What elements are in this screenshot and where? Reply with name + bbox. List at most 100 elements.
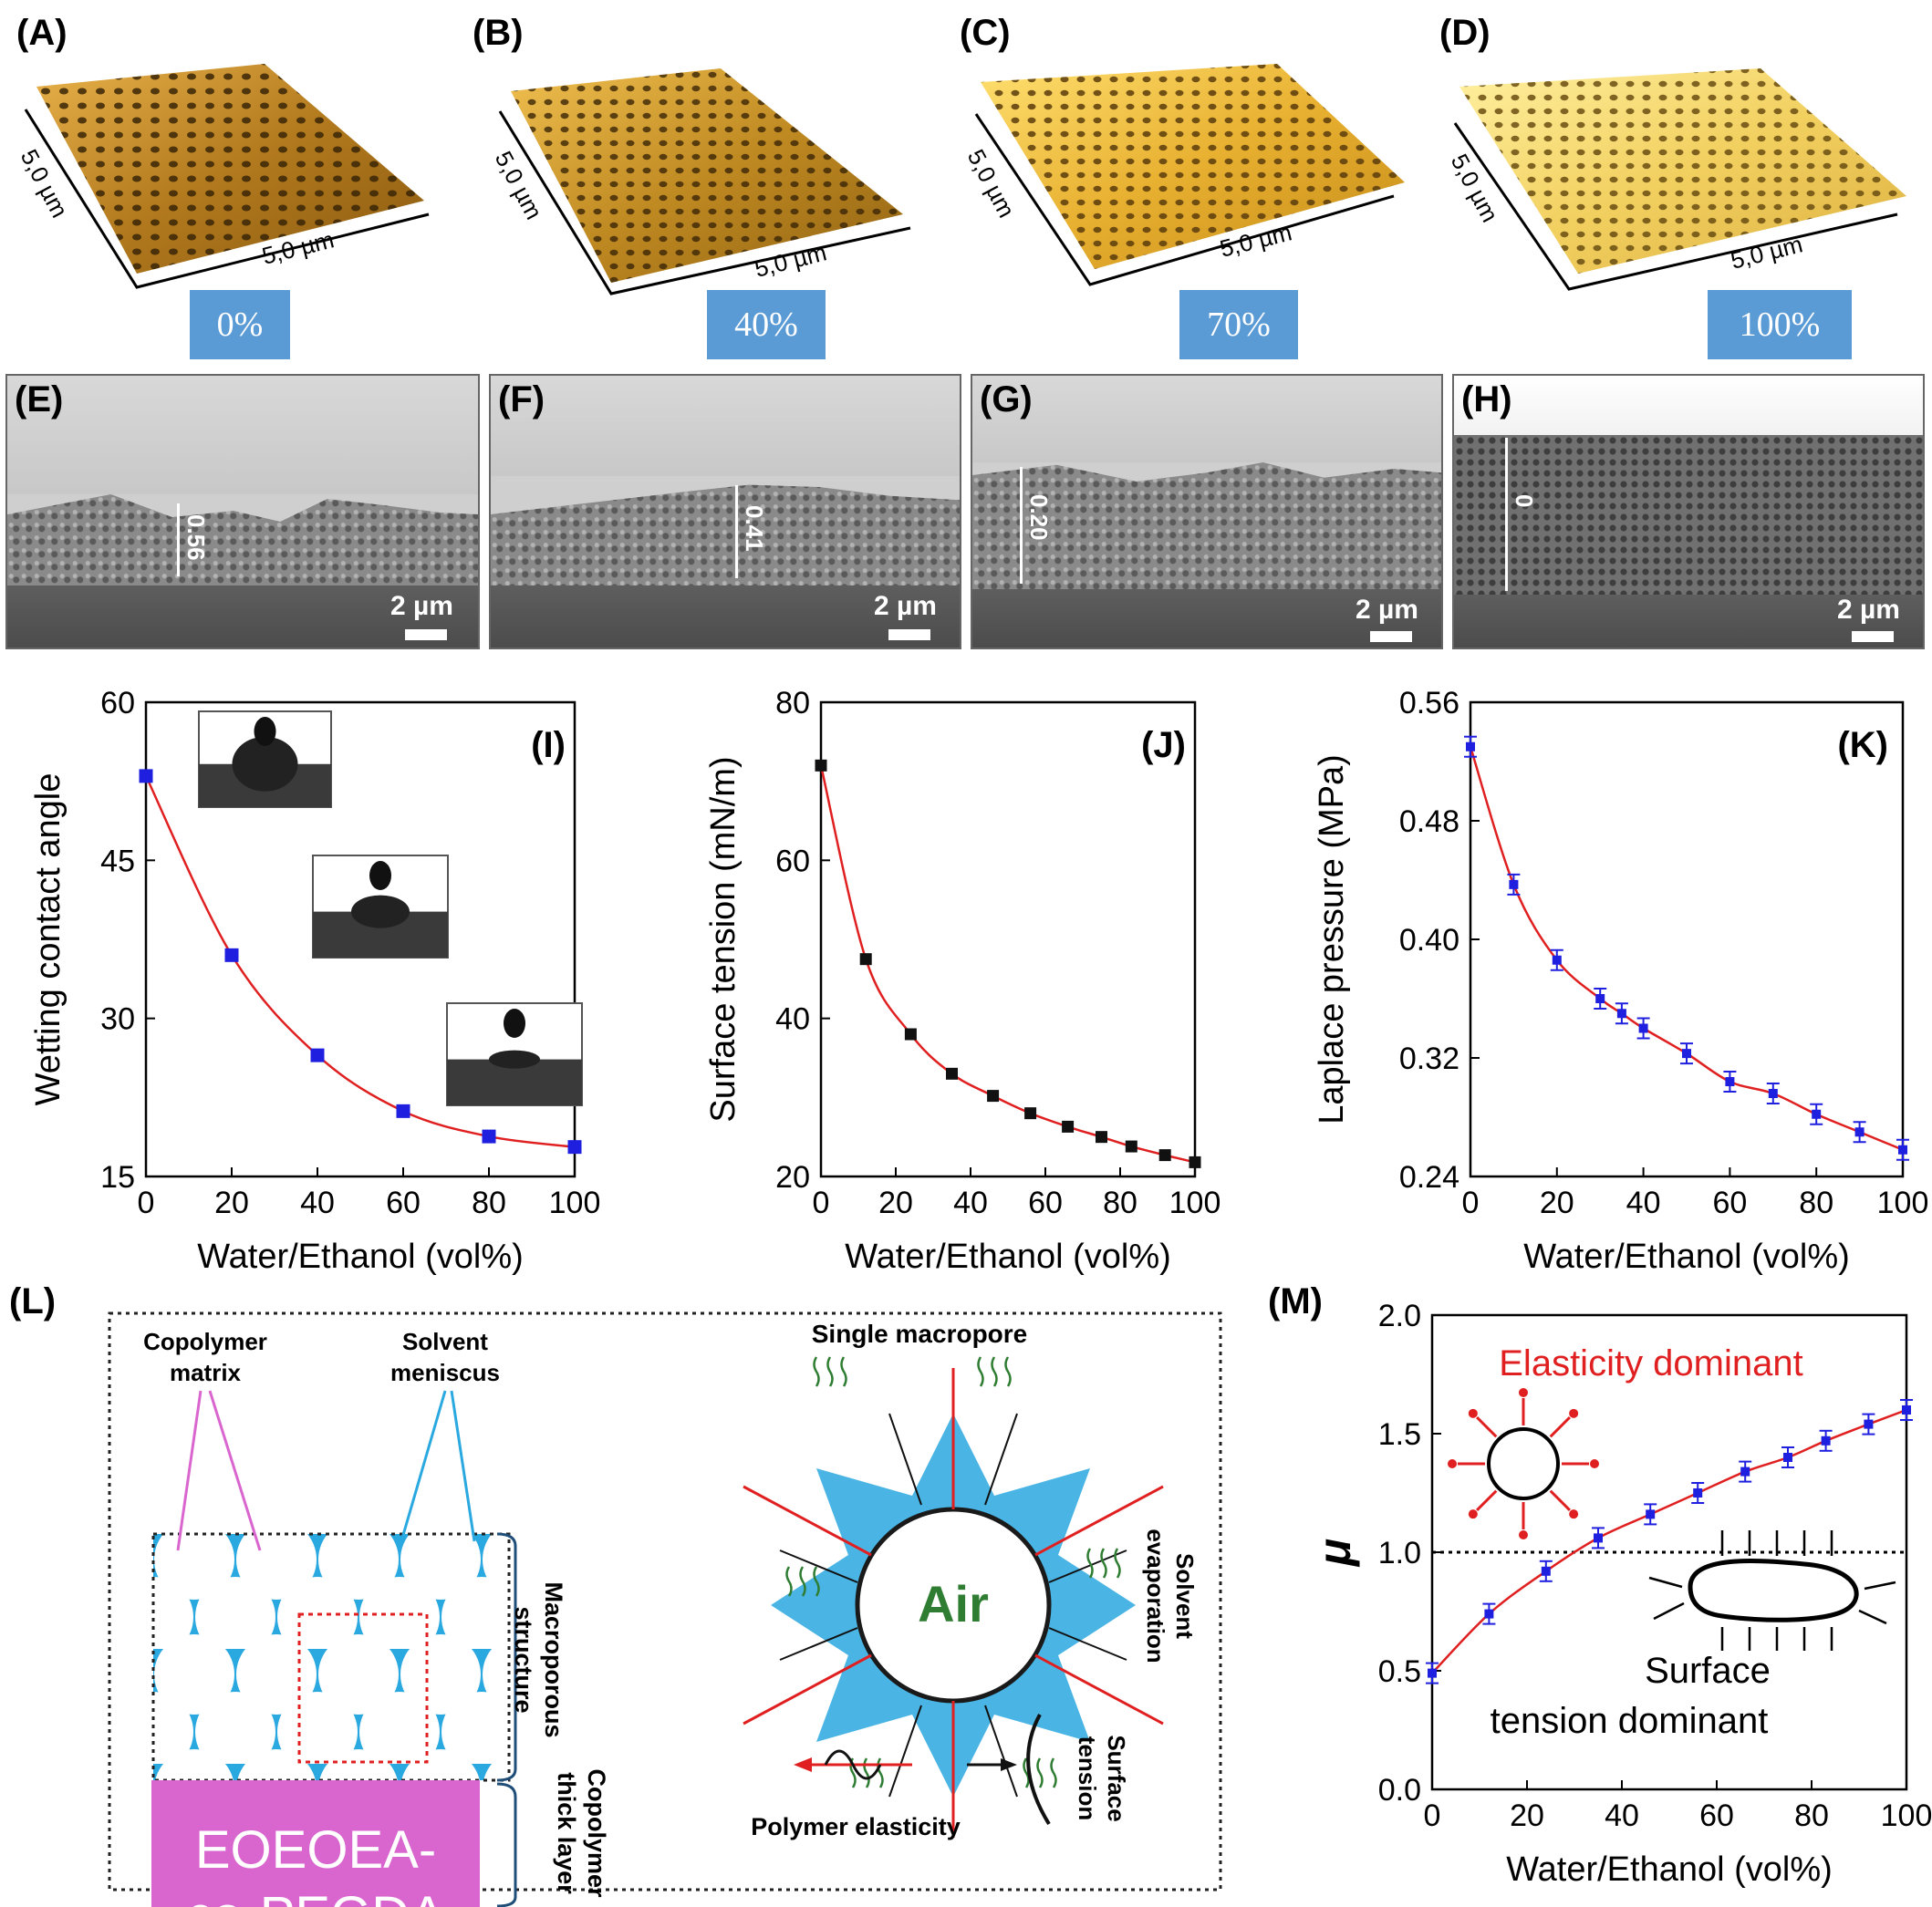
- x-tick-label: 80: [472, 1186, 506, 1220]
- x-tick-label: 80: [1103, 1186, 1137, 1220]
- y-axis-label: Surface tension (mN/m): [704, 756, 743, 1122]
- inward-arrow: [1858, 1609, 1887, 1625]
- panel-label-f: (F): [498, 379, 545, 420]
- data-point: [1552, 955, 1562, 965]
- data-point: [1594, 1533, 1603, 1543]
- x-tick-label: 60: [1028, 1186, 1063, 1220]
- afm-axis-d-bottom: 5,0 µm: [1728, 230, 1805, 274]
- data-point: [310, 1048, 325, 1062]
- sem-scale-h: 2 µm: [1837, 595, 1900, 625]
- x-axis-label: Water/Ethanol (vol%): [1506, 1850, 1833, 1889]
- y-tick-label: 2.0: [1378, 1299, 1421, 1333]
- afm-axis-a-left: 5,0 µm: [16, 145, 74, 223]
- arrow-head: [1468, 1509, 1478, 1519]
- arrow-head: [1519, 1388, 1528, 1397]
- series-line: [819, 765, 1196, 1164]
- y-tick-label: 45: [100, 844, 135, 878]
- data-point: [859, 953, 872, 966]
- x-tick-label: 60: [1699, 1798, 1734, 1833]
- plot-frame: [819, 700, 1197, 1178]
- sem-scale-f: 2 µm: [874, 591, 937, 621]
- surface-tension-dominant-line2: tension dominant: [1491, 1701, 1769, 1741]
- x-tick-label: 60: [1712, 1186, 1747, 1220]
- solvent-evaporation-label-line2: evaporation: [1142, 1529, 1169, 1663]
- sem-thickness-g: 0.20: [1025, 494, 1053, 541]
- dispenser-drop: [504, 1009, 525, 1038]
- panel-label-c: (C): [960, 13, 1011, 53]
- elasticity-dominant-label: Elasticity dominant: [1499, 1343, 1802, 1384]
- sem-image-e: (E) 0.56 2 µm: [5, 374, 480, 649]
- data-point: [1821, 1435, 1831, 1446]
- sem-image-g: (G) 0.20 2 µm: [971, 374, 1443, 649]
- x-tick-label: 20: [878, 1186, 913, 1220]
- panel-label-d: (D): [1439, 13, 1491, 53]
- data-point: [1638, 1023, 1648, 1033]
- data-point: [1902, 1405, 1911, 1415]
- afm-image-c: 5,0 µm 5,0 µm: [962, 64, 1405, 286]
- surface-tension-legend-line2: tension: [1074, 1736, 1101, 1820]
- solvent-meniscus-label-line1: Solvent: [402, 1328, 488, 1355]
- film-label-line2: co-PEGDA: [186, 1886, 445, 1907]
- afm-image-b: 5,0 µm 5,0 µm: [490, 68, 911, 295]
- panel-label-k: (K): [1837, 725, 1888, 765]
- data-point: [1646, 1509, 1656, 1519]
- data-point: [1616, 1009, 1626, 1019]
- y-tick-label: 60: [775, 844, 810, 878]
- x-tick-label: 20: [1540, 1186, 1574, 1220]
- y-tick-label: 1.0: [1378, 1536, 1421, 1570]
- panel-label-i: (I): [531, 725, 566, 765]
- x-tick-label: 0: [1424, 1798, 1441, 1833]
- y-tick-label: 0.5: [1378, 1654, 1421, 1689]
- data-point: [1466, 741, 1475, 751]
- inward-arrow: [1653, 1601, 1685, 1621]
- x-tick-label: 0: [1462, 1186, 1480, 1220]
- copolymer-thick-label-line2: thick layer: [553, 1772, 580, 1894]
- data-point: [1125, 1140, 1137, 1153]
- x-tick-label: 40: [300, 1186, 335, 1220]
- data-point: [815, 759, 827, 772]
- badge-b: 40%: [707, 290, 826, 359]
- polymer-elasticity-legend-icon: [794, 1749, 912, 1780]
- y-axis-label: Laplace pressure (MPa): [1313, 754, 1351, 1125]
- compressed-pore-icon: [1648, 1530, 1896, 1651]
- sem-image-h: (H) 0 2 µm: [1452, 374, 1925, 649]
- x-tick-label: 60: [386, 1186, 421, 1220]
- single-macropore-label: Single macropore: [812, 1320, 1028, 1348]
- surface-tension-legend-line1: Surface: [1103, 1735, 1130, 1821]
- data-point: [567, 1140, 582, 1155]
- y-tick-label: 15: [100, 1160, 135, 1195]
- surface-tension-dominant-line1: Surface: [1645, 1651, 1771, 1691]
- inward-arrow: [1864, 1581, 1896, 1591]
- data-point: [987, 1090, 1000, 1103]
- data-point: [1864, 1419, 1874, 1429]
- polymer-elasticity-label: Polymer elasticity: [751, 1813, 961, 1840]
- pore-circle: [1487, 1427, 1560, 1500]
- outward-arrow: [1549, 1416, 1571, 1438]
- sem-thickness-h: 0: [1511, 494, 1538, 508]
- y-axis-label: μ: [1309, 1539, 1360, 1568]
- x-tick-label: 20: [214, 1186, 249, 1220]
- afm-image-d: 5,0 µm 5,0 µm: [1446, 68, 1906, 291]
- panel-label-e: (E): [15, 379, 64, 420]
- y-tick-label: 0.40: [1399, 923, 1459, 958]
- data-point: [396, 1104, 410, 1118]
- data-point: [1595, 994, 1605, 1003]
- y-tick-label: 1.5: [1378, 1417, 1421, 1452]
- solvent-evaporation-label-line1: Solvent: [1171, 1553, 1199, 1639]
- x-axis-label: Water/Ethanol (vol%): [1523, 1238, 1850, 1276]
- y-axis-label: Wetting contact angle: [29, 773, 68, 1106]
- inward-arrow: [1648, 1576, 1683, 1589]
- data-point: [1682, 1049, 1691, 1059]
- y-tick-label: 20: [775, 1160, 810, 1195]
- sem-scale-e: 2 µm: [390, 591, 453, 621]
- arrow-head: [1569, 1408, 1579, 1418]
- x-tick-label: 100: [1877, 1186, 1929, 1220]
- x-tick-label: 20: [1510, 1798, 1544, 1833]
- droplet: [351, 895, 410, 928]
- data-point: [1509, 879, 1519, 889]
- panel-label-b: (B): [473, 13, 524, 53]
- badge-d: 100%: [1708, 290, 1852, 359]
- outward-arrow: [1476, 1489, 1498, 1511]
- arrow-head: [1519, 1530, 1528, 1539]
